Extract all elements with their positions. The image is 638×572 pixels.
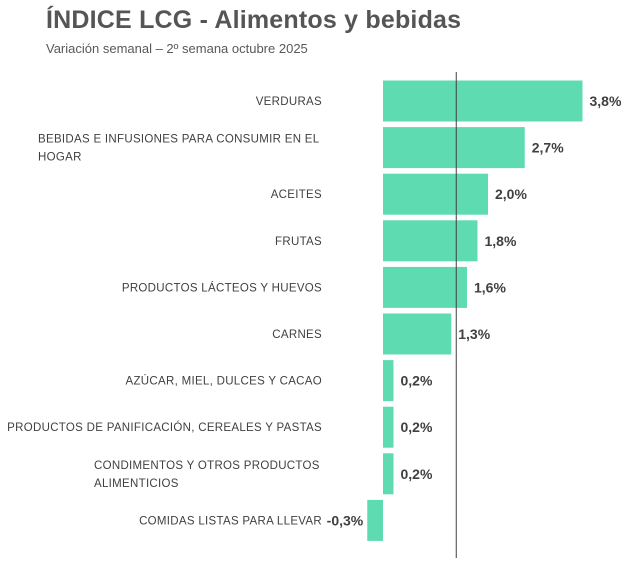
bar xyxy=(383,313,452,355)
bar xyxy=(383,80,583,122)
bar xyxy=(383,127,525,169)
chart-title: ÍNDICE LCG - Alimentos y bebidas xyxy=(46,6,462,34)
value-label: 0,2% xyxy=(401,373,433,389)
category-label: PRODUCTOS LÁCTEOS Y HUEVOS xyxy=(122,281,322,294)
value-label: 2,0% xyxy=(495,186,527,202)
bar xyxy=(383,360,394,402)
value-label: 2,7% xyxy=(532,140,564,156)
category-label: BEBIDAS E INFUSIONES PARA CONSUMIR EN EL… xyxy=(38,134,320,164)
bar xyxy=(383,453,394,495)
value-label: 1,8% xyxy=(485,233,517,249)
category-label: VERDURAS xyxy=(256,96,322,108)
value-label: 0,2% xyxy=(401,466,433,482)
bar xyxy=(383,406,394,448)
bar xyxy=(383,220,478,262)
value-label: 1,3% xyxy=(458,326,490,342)
category-label: FRUTAS xyxy=(275,236,322,248)
value-label: 3,8% xyxy=(590,93,622,109)
category-label: PRODUCTOS DE PANIFICACIÓN, CEREALES Y PA… xyxy=(7,421,322,434)
category-label: CARNES xyxy=(272,329,322,341)
value-label: -0,3% xyxy=(327,512,364,528)
chart-subtitle: Variación semanal – 2º semana octubre 20… xyxy=(46,41,308,56)
category-label: AZÚCAR, MIEL, DULCES Y CACAO xyxy=(126,375,323,388)
bar xyxy=(367,499,383,541)
bar xyxy=(383,173,488,215)
value-label: 0,2% xyxy=(401,419,433,435)
value-label: 1,6% xyxy=(474,279,506,295)
category-label: ACEITES xyxy=(271,189,322,201)
category-label: CONDIMENTOS Y OTROS PRODUCTOS ALIMENTICIO… xyxy=(94,460,320,490)
bar xyxy=(383,266,467,308)
category-label: COMIDAS LISTAS PARA LLEVAR xyxy=(139,515,322,527)
